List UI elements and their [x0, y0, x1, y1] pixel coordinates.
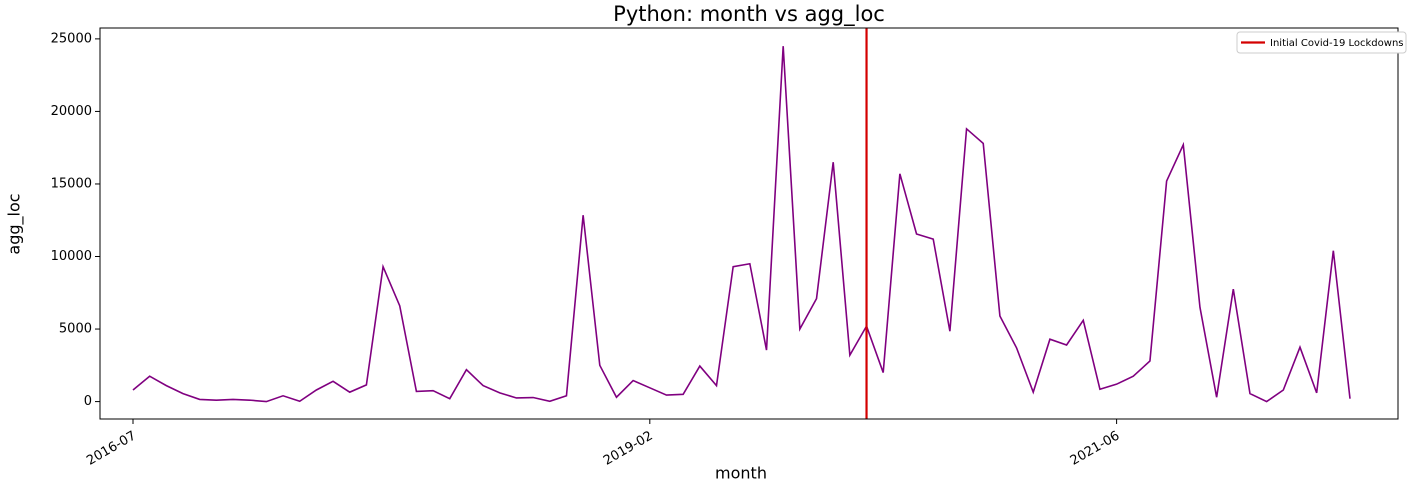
legend-label: Initial Covid-19 Lockdowns	[1270, 38, 1404, 49]
x-tick-label: 2021-06	[1068, 429, 1123, 469]
y-tick-label: 0	[84, 394, 92, 409]
y-tick-label: 10000	[51, 249, 92, 264]
x-axis-label: month	[715, 464, 767, 483]
data-line	[132, 46, 1351, 403]
x-tick-label: 2016-07	[84, 429, 139, 469]
y-tick-label: 20000	[51, 104, 92, 119]
y-tick-label: 25000	[51, 31, 92, 46]
y-tick-label: 5000	[59, 322, 92, 337]
y-tick-label: 15000	[51, 176, 92, 191]
legend-box	[1236, 31, 1407, 54]
chart-title: Python: month vs agg_loc	[613, 2, 885, 27]
plot-frame	[99, 27, 1399, 420]
y-axis-label: agg_loc	[5, 193, 25, 254]
x-tick-label: 2019-02	[601, 429, 656, 469]
